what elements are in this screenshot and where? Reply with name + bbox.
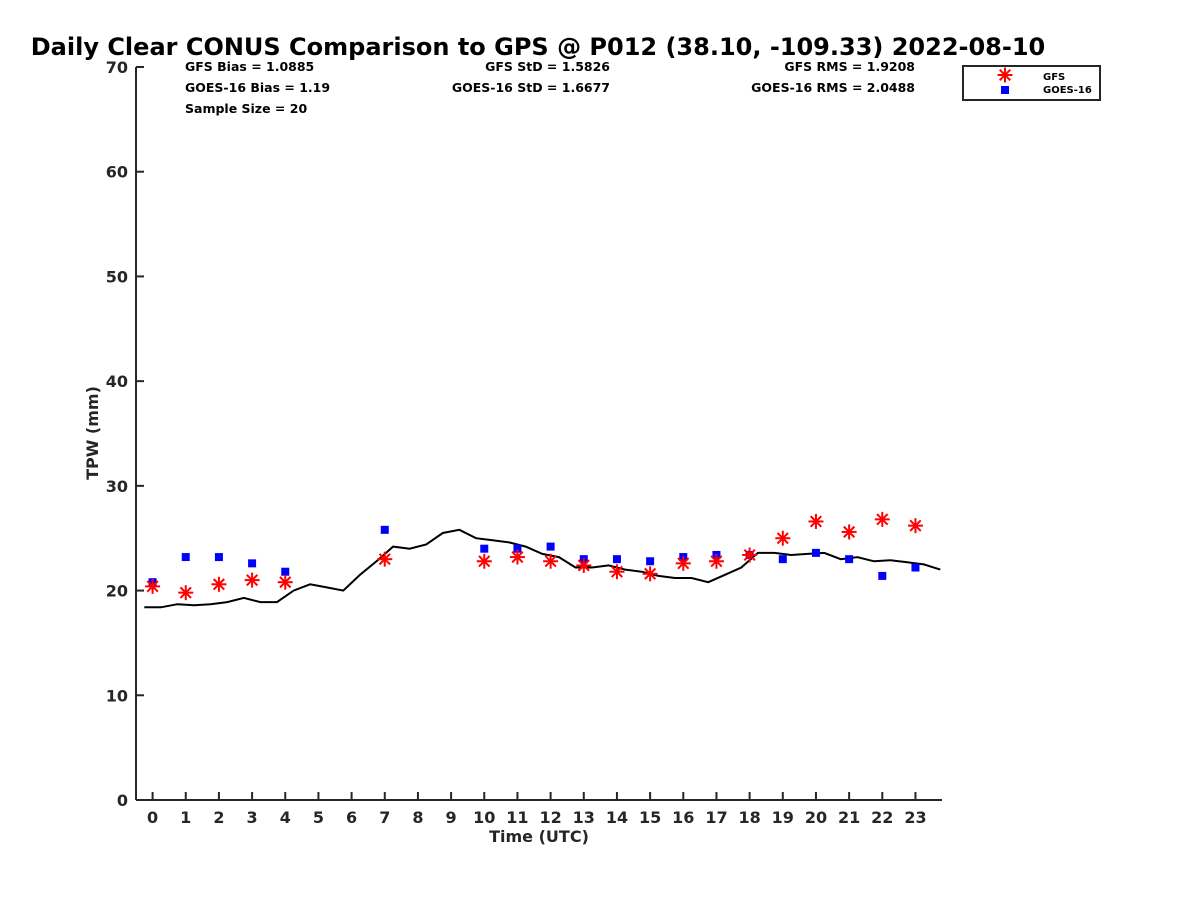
y-tick-label: 60 [106, 163, 128, 182]
gfs-point [742, 547, 758, 563]
goes-point [480, 544, 489, 553]
x-tick-label: 14 [606, 808, 628, 827]
goes-bias-text: GOES-16 Bias = 1.19 [185, 80, 330, 95]
legend-box [962, 65, 1101, 101]
gfs-point [145, 578, 161, 594]
gfs-point [277, 574, 293, 590]
gfs-point [808, 513, 824, 529]
x-tick-label: 1 [180, 808, 191, 827]
gfs-point [244, 572, 260, 588]
gfs-std-text: GFS StD = 1.5826 [485, 59, 610, 74]
gfs-point [543, 553, 559, 569]
gfs-bias-text: GFS Bias = 1.0885 [185, 59, 314, 74]
x-tick-label: 10 [473, 808, 495, 827]
x-tick-label: 5 [313, 808, 324, 827]
gps-line [144, 528, 941, 609]
goes-point [248, 559, 257, 568]
gfs-point [907, 518, 923, 534]
goes-point [778, 555, 787, 564]
y-tick-label: 0 [117, 791, 128, 810]
gfs-point [211, 576, 227, 592]
y-tick-label: 70 [106, 58, 128, 77]
goes-point [281, 567, 290, 576]
goes-point [845, 555, 854, 564]
goes-point [546, 542, 555, 551]
gfs-point [476, 553, 492, 569]
x-tick-label: 3 [247, 808, 258, 827]
chart-title: Daily Clear CONUS Comparison to GPS @ P0… [31, 33, 1045, 61]
y-tick-label: 50 [106, 267, 128, 286]
legend-gfs-marker [997, 67, 1013, 83]
goes-point [513, 544, 522, 553]
gfs-point [377, 551, 393, 567]
y-tick-label: 40 [106, 372, 128, 391]
x-tick-label: 0 [147, 808, 158, 827]
y-ticks: 0 10 20 30 40 50 60 70 [106, 58, 144, 810]
x-ticks: 0 1 2 3 4 5 6 7 8 9 10 11 12 13 14 15 16 17 18 19 20 21 22 23 [147, 792, 927, 827]
x-tick-label: 13 [573, 808, 595, 827]
legend-goes-marker [1001, 86, 1009, 94]
x-tick-label: 2 [213, 808, 224, 827]
gfs-point [576, 557, 592, 573]
goes-point [878, 571, 887, 580]
x-tick-label: 7 [379, 808, 390, 827]
x-tick-label: 22 [871, 808, 893, 827]
gps-series [144, 528, 941, 609]
x-tick-label: 17 [705, 808, 727, 827]
x-tick-label: 18 [738, 808, 760, 827]
x-tick-label: 8 [412, 808, 423, 827]
x-tick-label: 6 [346, 808, 357, 827]
gfs-series [145, 511, 923, 601]
x-tick-label: 4 [280, 808, 291, 827]
gfs-point [609, 564, 625, 580]
gfs-point [874, 511, 890, 527]
gfs-rms-text: GFS RMS = 1.9208 [784, 59, 915, 74]
x-axis-label: Time (UTC) [489, 827, 589, 846]
x-tick-label: 16 [672, 808, 694, 827]
goes-point [380, 525, 389, 534]
goes-point [181, 553, 190, 562]
goes-point [811, 548, 820, 557]
gfs-point [675, 555, 691, 571]
y-tick-label: 10 [106, 686, 128, 705]
gfs-point [642, 566, 658, 582]
y-tick-label: 30 [106, 477, 128, 496]
x-tick-label: 15 [639, 808, 661, 827]
goes-series [148, 525, 920, 587]
legend-gfs-label: GFS [1043, 72, 1065, 83]
gfs-point [509, 549, 525, 565]
goes-rms-text: GOES-16 RMS = 2.0488 [751, 80, 915, 95]
y-tick-label: 20 [106, 582, 128, 601]
x-tick-label: 20 [805, 808, 827, 827]
x-tick-label: 19 [772, 808, 794, 827]
goes-point [646, 557, 655, 566]
x-tick-label: 23 [904, 808, 926, 827]
goes-point [911, 563, 920, 572]
sample-size-text: Sample Size = 20 [185, 101, 307, 116]
y-axis-label: TPW (mm) [83, 386, 102, 480]
gfs-point [178, 585, 194, 601]
x-tick-label: 9 [446, 808, 457, 827]
x-tick-label: 21 [838, 808, 860, 827]
legend-goes-label: GOES-16 [1043, 85, 1092, 96]
goes-point [214, 553, 223, 562]
legend-gfs-asterisk [997, 67, 1013, 83]
stats-block: GFS Bias = 1.0885 GOES-16 Bias = 1.19 Sa… [185, 59, 915, 116]
goes-std-text: GOES-16 StD = 1.6677 [452, 80, 610, 95]
goes-point [612, 555, 621, 564]
legend: GFS GOES-16 [962, 65, 1101, 101]
gfs-point [708, 553, 724, 569]
gfs-point [775, 530, 791, 546]
gfs-point [841, 524, 857, 540]
x-tick-label: 12 [539, 808, 561, 827]
x-tick-label: 11 [506, 808, 528, 827]
